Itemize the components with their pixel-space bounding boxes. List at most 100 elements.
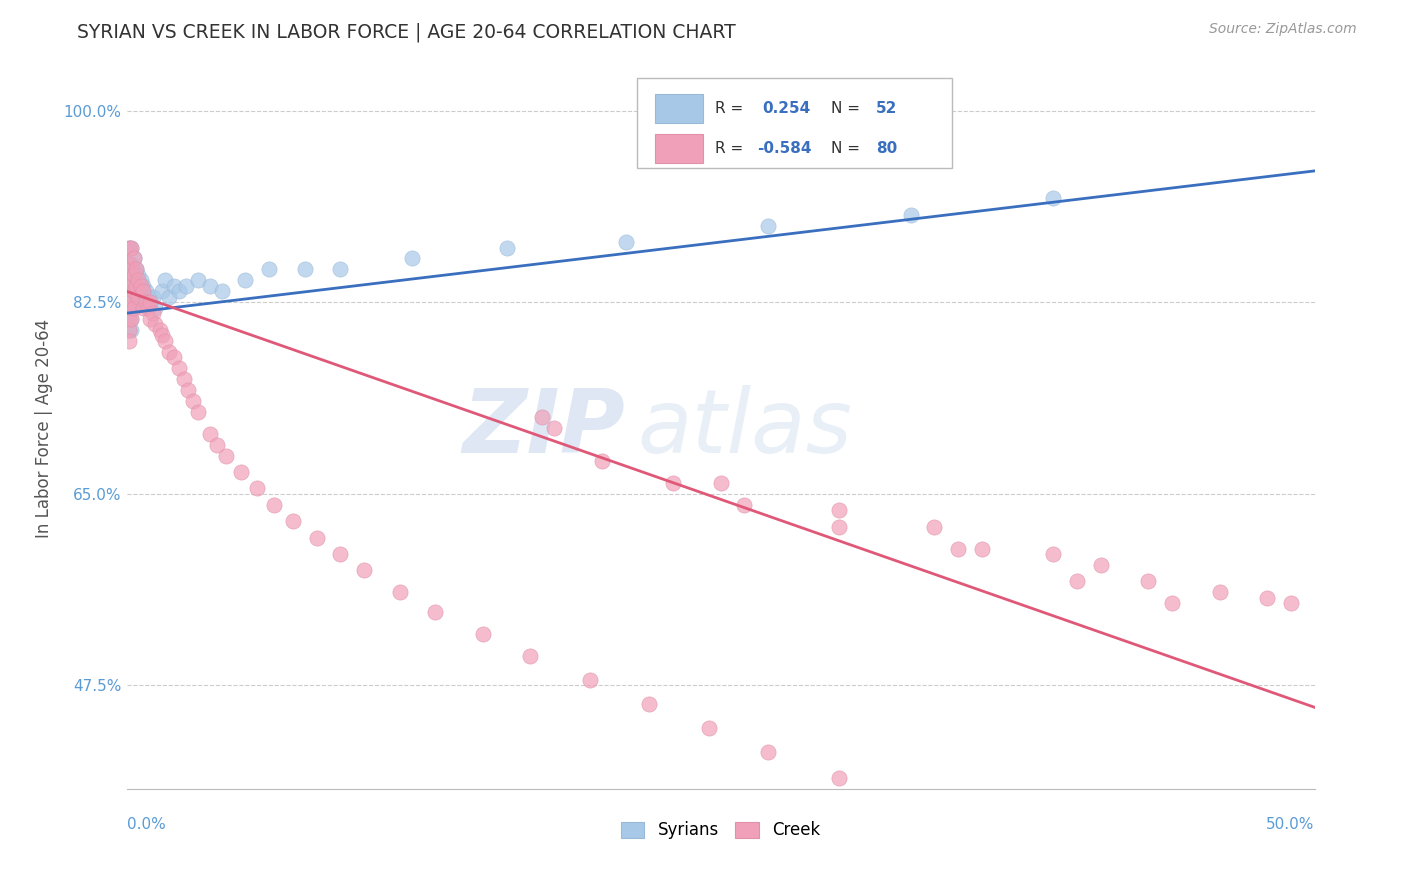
Point bbox=[132, 285, 155, 299]
Point bbox=[697, 721, 720, 735]
Point bbox=[122, 268, 145, 282]
Point bbox=[120, 295, 142, 310]
Point bbox=[118, 240, 141, 255]
Point bbox=[173, 372, 195, 386]
Point bbox=[122, 295, 145, 310]
Point bbox=[198, 426, 221, 441]
Text: N =: N = bbox=[831, 101, 865, 116]
Point bbox=[120, 311, 142, 326]
Point bbox=[118, 273, 141, 287]
Point bbox=[118, 323, 141, 337]
Text: R =: R = bbox=[714, 141, 748, 156]
Point bbox=[519, 648, 541, 663]
Point bbox=[125, 278, 148, 293]
Point bbox=[120, 278, 142, 293]
Point bbox=[120, 323, 142, 337]
Point bbox=[181, 393, 204, 408]
Point bbox=[215, 449, 238, 463]
Point bbox=[187, 273, 209, 287]
Point bbox=[167, 361, 190, 376]
Point bbox=[118, 257, 141, 271]
Point bbox=[163, 350, 186, 364]
Text: SYRIAN VS CREEK IN LABOR FORCE | AGE 20-64 CORRELATION CHART: SYRIAN VS CREEK IN LABOR FORCE | AGE 20-… bbox=[77, 22, 737, 42]
Text: atlas: atlas bbox=[637, 385, 852, 471]
Point bbox=[1279, 596, 1302, 610]
Point bbox=[136, 290, 159, 304]
Point bbox=[263, 498, 285, 512]
Point bbox=[900, 208, 922, 222]
Point bbox=[211, 285, 233, 299]
Point bbox=[294, 262, 316, 277]
Point bbox=[1137, 574, 1160, 589]
Point bbox=[924, 519, 946, 533]
Text: 80: 80 bbox=[876, 141, 897, 156]
Point bbox=[733, 498, 755, 512]
Point bbox=[425, 605, 447, 619]
Point bbox=[118, 290, 141, 304]
Point bbox=[1161, 596, 1184, 610]
Point bbox=[118, 290, 141, 304]
Point bbox=[129, 273, 152, 287]
Point bbox=[177, 383, 200, 397]
Point bbox=[543, 421, 565, 435]
Point bbox=[710, 475, 733, 490]
Point bbox=[129, 290, 152, 304]
Point bbox=[120, 273, 142, 287]
Point bbox=[153, 334, 176, 348]
Point bbox=[127, 273, 149, 287]
Point bbox=[174, 278, 197, 293]
Point bbox=[911, 798, 934, 813]
Point bbox=[828, 772, 851, 786]
Y-axis label: In Labor Force | Age 20-64: In Labor Force | Age 20-64 bbox=[35, 318, 52, 538]
Point bbox=[614, 235, 637, 249]
Point bbox=[994, 826, 1017, 840]
Point bbox=[136, 301, 159, 315]
Point bbox=[142, 306, 165, 320]
Point bbox=[531, 410, 554, 425]
Point bbox=[120, 240, 142, 255]
Point bbox=[135, 285, 157, 299]
Point bbox=[388, 585, 411, 599]
Point bbox=[472, 627, 495, 641]
Point bbox=[118, 311, 141, 326]
Point bbox=[132, 295, 155, 310]
Point bbox=[305, 531, 328, 545]
Legend: Syrians, Creek: Syrians, Creek bbox=[614, 814, 827, 847]
Point bbox=[167, 285, 190, 299]
Point bbox=[948, 541, 970, 556]
Point bbox=[756, 745, 779, 759]
Point bbox=[122, 252, 145, 266]
Point bbox=[127, 268, 149, 282]
Point bbox=[157, 290, 180, 304]
Point bbox=[118, 334, 141, 348]
Point bbox=[495, 240, 517, 255]
Point bbox=[828, 503, 851, 517]
Point bbox=[120, 301, 142, 315]
Point bbox=[353, 564, 375, 578]
Point bbox=[143, 301, 166, 315]
Point bbox=[118, 301, 141, 315]
Point bbox=[1090, 558, 1112, 572]
Point bbox=[120, 290, 142, 304]
Point bbox=[135, 295, 157, 310]
Point bbox=[118, 257, 141, 271]
Point bbox=[150, 328, 173, 343]
Point bbox=[118, 306, 141, 320]
Point bbox=[163, 278, 186, 293]
Point bbox=[125, 262, 148, 277]
Point bbox=[142, 290, 165, 304]
Point bbox=[591, 454, 613, 468]
Point bbox=[129, 278, 152, 293]
Point bbox=[127, 295, 149, 310]
Point bbox=[118, 301, 141, 315]
Point bbox=[132, 301, 155, 315]
Point bbox=[257, 262, 280, 277]
FancyBboxPatch shape bbox=[655, 94, 703, 122]
Point bbox=[1208, 585, 1230, 599]
Point bbox=[638, 697, 661, 711]
Point bbox=[401, 252, 423, 266]
Point bbox=[579, 673, 602, 687]
Point bbox=[122, 262, 145, 277]
Text: 52: 52 bbox=[876, 101, 897, 116]
Text: Source: ZipAtlas.com: Source: ZipAtlas.com bbox=[1209, 22, 1357, 37]
